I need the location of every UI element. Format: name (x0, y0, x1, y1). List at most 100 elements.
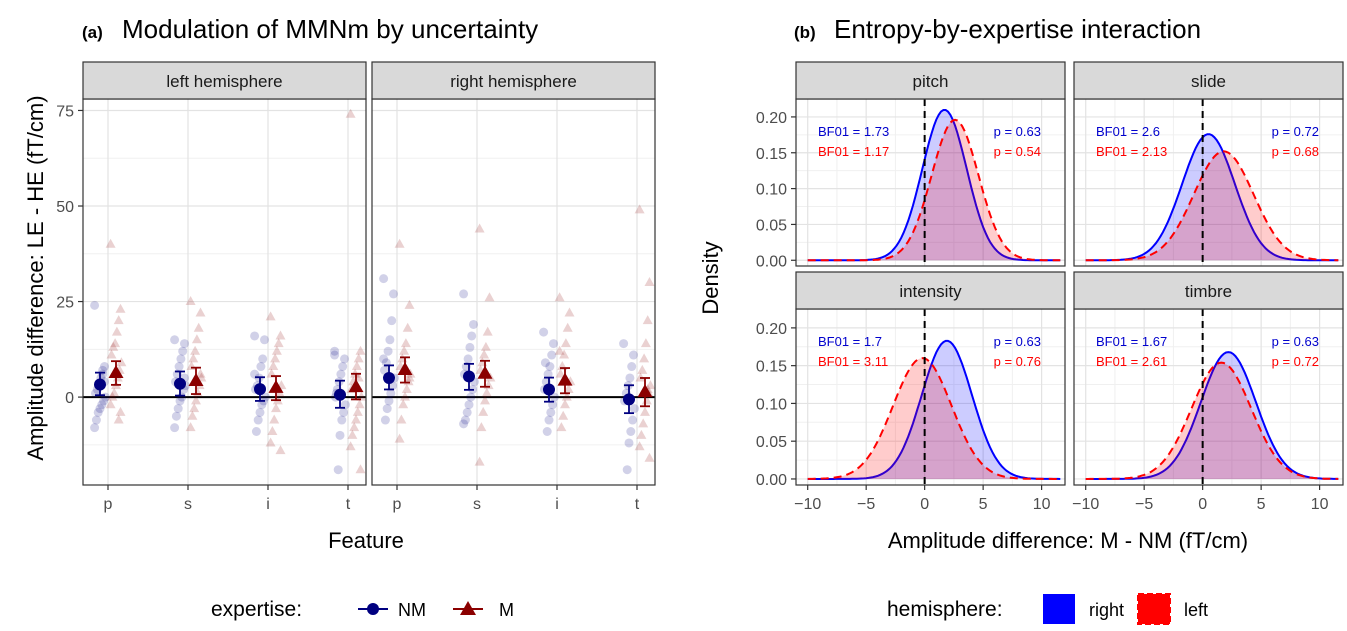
mean-marker-nm (254, 383, 266, 396)
facet-strip (795, 61, 1066, 100)
data-point-nm (97, 400, 107, 410)
mean-marker-m (557, 372, 573, 386)
data-point-m (187, 410, 198, 420)
data-point-m (345, 441, 356, 451)
data-point-nm (251, 426, 261, 436)
data-point-m (188, 353, 199, 363)
annotation-p-right: p = 0.72 (1272, 124, 1319, 139)
data-point-m (564, 307, 575, 317)
data-point-m (113, 315, 124, 325)
data-point-nm (100, 362, 109, 372)
data-point-m (481, 387, 492, 397)
x-tick-label: s (473, 496, 481, 513)
data-point-m (269, 414, 280, 424)
data-point-nm (255, 407, 265, 417)
x-tick-label: 10 (1033, 496, 1051, 513)
legend-right-label: right (1089, 600, 1124, 620)
data-point-nm (386, 388, 396, 398)
data-point-nm (330, 346, 340, 356)
legend-left-label: left (1184, 600, 1208, 620)
data-point-m (554, 345, 565, 355)
data-point-m (474, 456, 485, 466)
mean-marker-nm (383, 371, 395, 384)
data-point-m (559, 349, 570, 359)
right-figure-title: Entropy-by-expertise interaction (834, 14, 1201, 44)
annotation-p-left: p = 0.68 (1272, 144, 1319, 159)
y-tick-label: 0.20 (756, 110, 787, 127)
data-point-m (185, 296, 196, 306)
data-point-nm (170, 423, 180, 433)
data-point-m (111, 326, 122, 336)
data-point-m (349, 422, 360, 432)
annotation-p-right: p = 0.63 (1272, 334, 1319, 349)
right-figure-tag: (b) (794, 23, 816, 42)
x-tick-label: 0 (1198, 496, 1207, 513)
mean-marker-m (637, 384, 653, 398)
mean-marker-nm (463, 370, 475, 383)
facet-strip-label: pitch (913, 72, 949, 91)
data-point-m (640, 338, 651, 348)
density-facet-panel: BF01 = 1.73 BF01 = 1.17 p = 0.63 p = 0.54 pi… (756, 61, 1066, 270)
data-point-m (356, 391, 367, 401)
data-point-nm (340, 354, 349, 364)
density-facet-panel: BF01 = 1.67 BF01 = 2.61 p = 0.63 p = 0.72 ti… (1072, 271, 1344, 513)
y-tick-label: 0.15 (756, 359, 787, 376)
data-point-m (400, 338, 411, 348)
data-point-nm (465, 342, 475, 352)
legend-left-key (1137, 593, 1171, 625)
density-area-right (1085, 134, 1339, 261)
data-point-m (639, 353, 650, 363)
data-point-m (476, 422, 487, 432)
data-point-m (270, 353, 281, 363)
data-point-nm (545, 362, 555, 372)
mean-marker-nm (543, 383, 555, 396)
data-point-m (635, 372, 646, 382)
plot-background (372, 99, 655, 485)
data-point-nm (387, 316, 397, 326)
y-tick-label: 0.10 (756, 396, 787, 413)
density-area-right (807, 110, 1061, 261)
data-point-nm (384, 396, 394, 406)
mean-marker-m (268, 379, 284, 393)
data-point-nm (460, 415, 470, 425)
density-area-left (1085, 362, 1339, 479)
data-point-m (115, 406, 126, 416)
data-point-nm (625, 373, 635, 383)
annotation-bf-right: BF01 = 1.7 (818, 334, 882, 349)
data-point-nm (335, 430, 345, 440)
x-tick-label: i (266, 496, 270, 513)
left-figure-title: Modulation of MMNm by uncertainty (122, 14, 538, 44)
density-curve-left (1085, 361, 1339, 480)
x-tick-label: 5 (979, 496, 988, 513)
mean-marker-nm (334, 388, 346, 401)
y-tick-label: 0.10 (756, 182, 787, 199)
data-point-nm (173, 404, 183, 414)
density-curve-right (807, 339, 1061, 480)
facet-panel: left hemisphere p s i t 0 25 50 75 (56, 61, 367, 513)
data-point-nm (380, 415, 390, 425)
data-point-nm (464, 400, 474, 410)
data-point-m (116, 357, 127, 367)
y-tick-label: 0.00 (756, 253, 787, 270)
data-point-nm (463, 354, 473, 364)
data-point-m (562, 322, 573, 332)
data-point-m (265, 311, 276, 321)
data-point-nm (260, 392, 270, 402)
plot-background (1074, 99, 1343, 266)
data-point-nm (178, 346, 188, 356)
data-point-nm (170, 335, 180, 345)
data-point-nm (253, 415, 263, 425)
plot-background (83, 99, 366, 485)
y-tick-label: 0.05 (756, 217, 787, 234)
data-point-nm (466, 392, 476, 402)
data-point-m (484, 292, 495, 302)
data-point-m (563, 383, 574, 393)
data-point-nm (93, 407, 103, 417)
density-curve-left (1085, 150, 1339, 262)
x-tick-label: 5 (1257, 496, 1266, 513)
data-point-nm (385, 335, 395, 345)
data-point-m (561, 391, 572, 401)
y-tick-label: 0.15 (756, 146, 787, 163)
data-point-nm (389, 289, 398, 299)
expertise-legend: expertise: NM M (211, 598, 514, 621)
